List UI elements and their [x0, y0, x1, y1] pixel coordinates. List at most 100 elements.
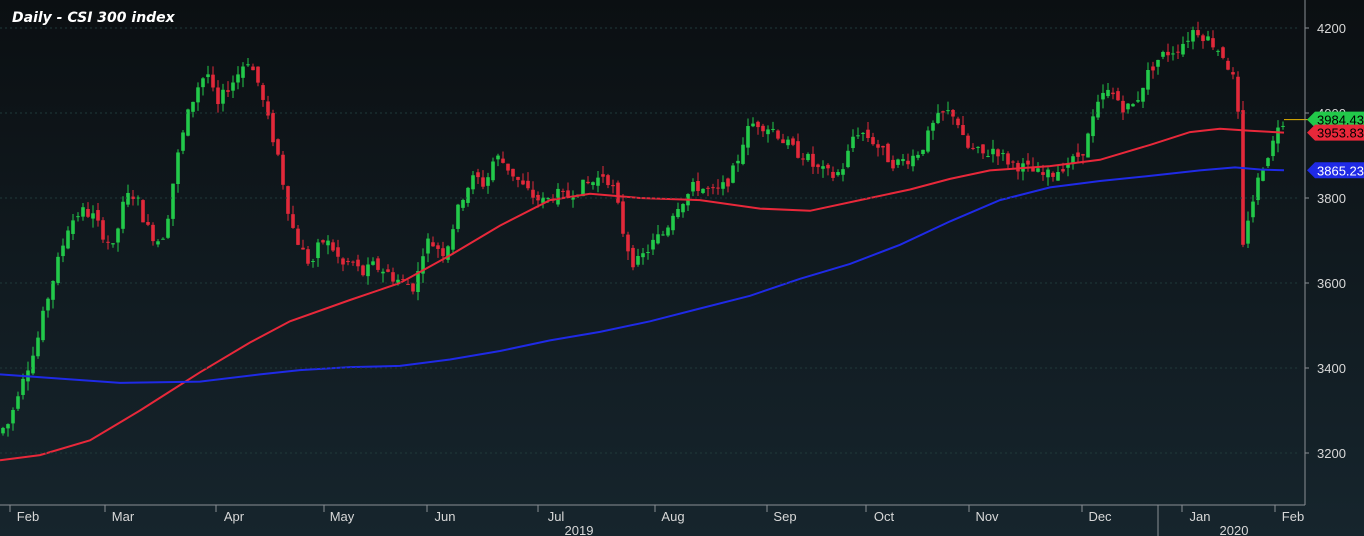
candle-body-28	[141, 200, 145, 223]
candle-body-128	[641, 253, 645, 258]
candle-body-15	[76, 216, 80, 218]
candle-body-33	[166, 218, 170, 238]
candle-body-69	[346, 260, 350, 263]
candle-body-83	[416, 271, 420, 293]
candle-body-99	[496, 155, 500, 160]
candle-body-117	[586, 181, 590, 184]
candle-body-14	[71, 220, 75, 234]
candle-body-62	[311, 261, 315, 263]
candle-body-252	[1261, 168, 1265, 181]
candle-body-16	[81, 207, 85, 217]
candle-body-133	[666, 227, 670, 236]
candle-body-232	[1161, 51, 1165, 57]
candle-body-214	[1071, 156, 1075, 165]
candle-body-85	[426, 238, 430, 254]
candle-body-131	[656, 234, 660, 244]
candle-body-217	[1086, 133, 1090, 158]
candle-body-223	[1116, 91, 1120, 101]
candle-body-208	[1041, 172, 1045, 175]
candle-body-235	[1176, 51, 1180, 53]
candle-body-25	[126, 192, 130, 205]
candle-body-213	[1066, 164, 1070, 168]
candle-body-132	[661, 234, 665, 236]
candle-body-146	[731, 165, 735, 183]
candle-body-194	[971, 147, 975, 149]
candle-body-157	[786, 139, 790, 146]
candle-body-177	[886, 143, 890, 163]
candle-body-138	[691, 182, 695, 192]
candle-body-118	[591, 182, 595, 186]
candle-body-35	[176, 152, 180, 185]
candle-body-197	[986, 156, 990, 158]
candle-body-74	[371, 261, 375, 265]
candle-body-57	[286, 186, 290, 214]
candle-body-108	[541, 197, 545, 203]
value-tag-bg-ma_short	[1307, 124, 1364, 141]
candle-body-23	[116, 228, 120, 243]
candle-body-47	[236, 74, 240, 83]
x-year-label-0: 2019	[565, 523, 594, 536]
candle-body-151	[756, 121, 760, 128]
candle-body-211	[1056, 171, 1060, 181]
candle-body-247	[1236, 76, 1240, 112]
candle-body-225	[1126, 103, 1130, 110]
candle-body-41	[206, 74, 210, 78]
candle-body-220	[1101, 92, 1105, 100]
candle-body-77	[386, 269, 390, 272]
candle-body-180	[901, 159, 905, 162]
candle-body-179	[896, 159, 900, 165]
candle-body-119	[596, 177, 600, 186]
candle-body-73	[366, 264, 370, 277]
candle-body-150	[751, 123, 755, 127]
candle-body-64	[321, 240, 325, 243]
candle-body-251	[1256, 177, 1260, 201]
candle-body-155	[776, 130, 780, 139]
y-tick-label-3600: 3600	[1317, 276, 1346, 291]
candle-body-106	[531, 189, 535, 198]
candle-body-156	[781, 139, 785, 144]
short-moving-average-line	[0, 127, 1285, 462]
candle-body-121	[606, 175, 610, 186]
candle-body-63	[316, 242, 320, 259]
candle-body-201	[1006, 153, 1010, 165]
candle-body-34	[171, 183, 175, 219]
candle-body-187	[936, 112, 940, 124]
candle-body-107	[536, 194, 540, 201]
candle-body-242	[1211, 38, 1215, 48]
candle-body-246	[1231, 72, 1235, 75]
candle-body-185	[926, 130, 930, 152]
candle-body-54	[271, 113, 275, 143]
candle-body-7	[36, 337, 40, 357]
candle-body-203	[1016, 162, 1020, 172]
candle-body-234	[1171, 53, 1175, 55]
value-tag-bg-price	[1307, 111, 1364, 128]
candle-body-162	[811, 153, 815, 167]
candle-body-66	[331, 242, 335, 251]
candle-body-92	[461, 199, 465, 208]
x-month-label-6: Aug	[661, 509, 684, 524]
candle-body-163	[816, 164, 820, 168]
candle-body-13	[66, 230, 70, 249]
candle-body-102	[511, 168, 515, 177]
candle-body-0	[1, 427, 5, 434]
x-month-label-10: Dec	[1088, 509, 1112, 524]
value-tag-ma_short: 3953.83	[1307, 124, 1364, 141]
candle-body-96	[481, 177, 485, 187]
candle-body-139	[696, 180, 700, 192]
candle-body-141	[706, 187, 710, 189]
value-tag-label-ma_short: 3953.83	[1317, 126, 1364, 141]
candle-body-70	[351, 261, 355, 263]
candle-body-152	[761, 125, 765, 132]
candle-body-105	[526, 180, 530, 189]
candle-body-86	[431, 242, 435, 247]
candle-body-22	[111, 243, 115, 245]
candle-body-124	[621, 201, 625, 234]
candle-body-48	[241, 66, 245, 78]
candle-body-243	[1216, 50, 1220, 52]
candle-body-229	[1146, 70, 1150, 90]
candle-body-21	[106, 241, 110, 243]
candle-body-231	[1156, 59, 1160, 67]
candle-body-170	[851, 136, 855, 149]
long-moving-average-line	[0, 166, 1285, 384]
candle-body-169	[846, 150, 850, 168]
